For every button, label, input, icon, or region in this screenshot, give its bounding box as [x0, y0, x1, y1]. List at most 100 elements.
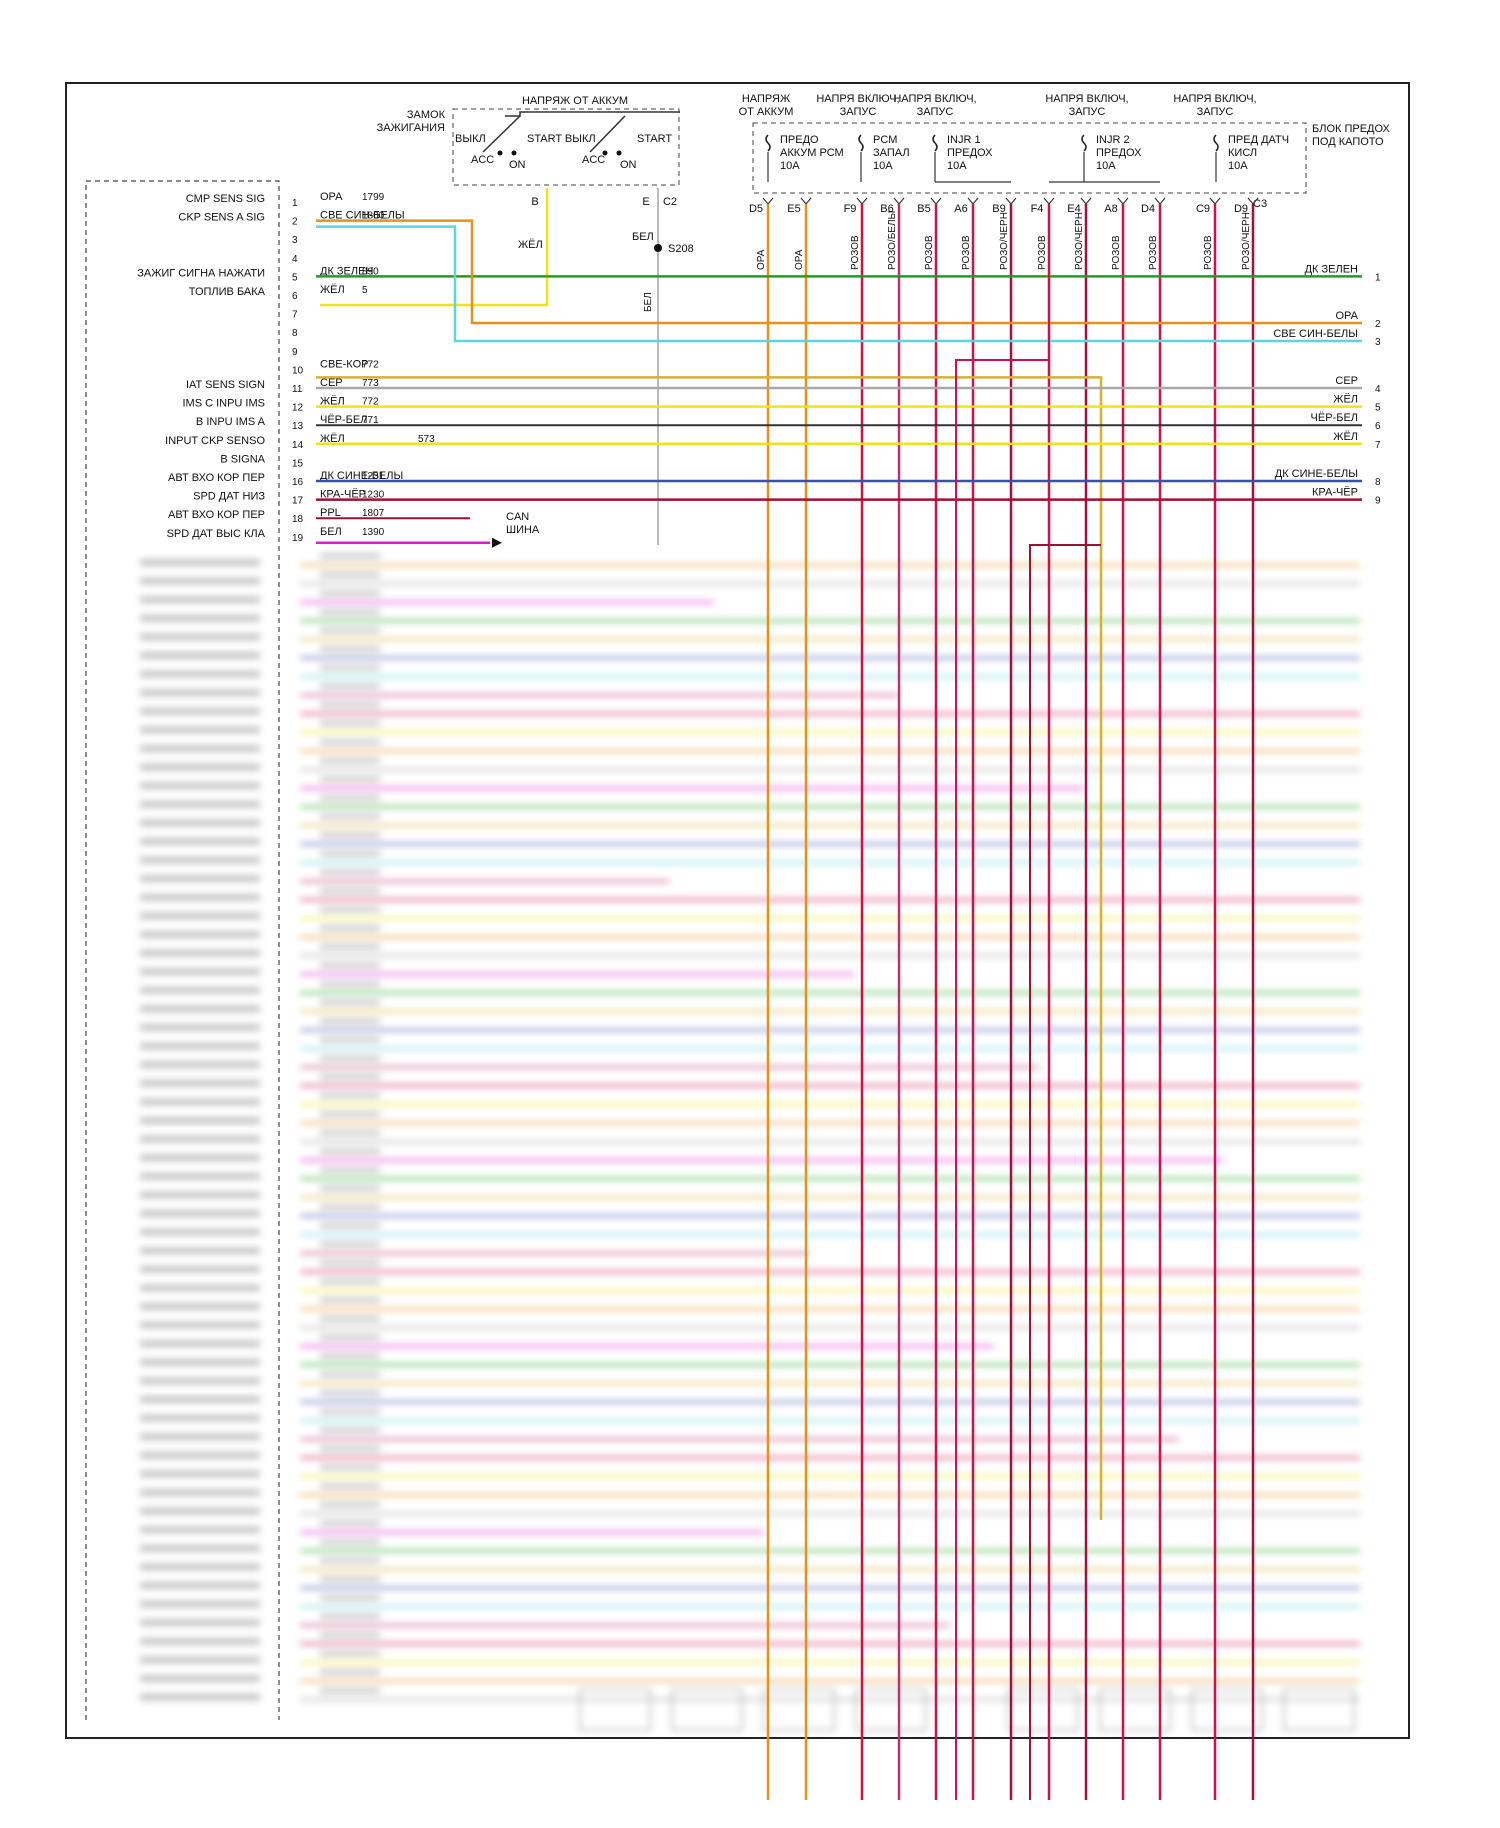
pcm-pin-function: CMP SENS SIG	[186, 193, 265, 205]
switch-contact	[482, 115, 521, 153]
switch-contact	[589, 115, 626, 153]
blurred-wire-label	[320, 608, 380, 615]
blurred-wire-label	[320, 1371, 380, 1378]
switch-pos-on-2: ON	[620, 159, 637, 171]
blurred-label	[140, 1079, 260, 1087]
blurred-wire-label	[320, 1241, 380, 1248]
blurred-connector	[671, 1689, 743, 1731]
right-output-label: ЖЁЛ	[1333, 431, 1358, 443]
pcm-circuit-number: 5	[362, 285, 368, 296]
pcm-circuit-number: 1390	[362, 527, 385, 538]
blurred-label	[140, 1024, 260, 1031]
fuse-header: НАПРЯ ВКЛЮЧ, ЗАПУС	[1045, 93, 1128, 118]
pin-connector-chevron	[1154, 197, 1166, 205]
blurred-label	[140, 986, 260, 994]
switch-terminal-dot	[497, 150, 503, 156]
pcm-circuit-number: 573	[418, 434, 435, 445]
pin-connector-chevron	[930, 197, 942, 205]
blurred-wire-label	[320, 1669, 380, 1675]
blurred-wire-label	[320, 1036, 380, 1043]
blurred-wire-label	[320, 1278, 380, 1285]
fuse-symbol	[932, 134, 938, 152]
blurred-wire-label	[320, 962, 380, 969]
blurred-label	[140, 1247, 260, 1255]
blurred-wire-label	[320, 925, 380, 931]
right-output-label: ДК ЗЕЛЕН	[1305, 263, 1358, 275]
blurred-wire-label	[320, 590, 380, 597]
blurred-label	[140, 1005, 260, 1013]
blurred-label	[140, 1210, 260, 1217]
blurred-label	[140, 689, 260, 697]
blurred-label	[140, 1228, 260, 1236]
blurred-wire-label	[320, 1576, 380, 1582]
right-output-pin: 1	[1375, 272, 1381, 283]
blurred-label	[140, 1582, 260, 1589]
pcm-pin-number: 3	[292, 235, 298, 246]
blurred-label	[140, 1433, 260, 1441]
pin-connector-chevron	[1117, 197, 1129, 205]
blurred-label	[140, 1061, 260, 1069]
blurred-connector	[1283, 1689, 1355, 1731]
white-wire-label-vertical: БЕЛ	[643, 292, 654, 312]
ignition-switch-box	[452, 108, 680, 186]
pin-connector-chevron	[893, 197, 905, 205]
blurred-label	[140, 726, 260, 734]
right-output-pin: 8	[1375, 477, 1381, 488]
fuse-header: НАПРЯ ВКЛЮЧ, ЗАПУС	[816, 93, 899, 118]
wire-orange	[316, 219, 1362, 325]
blurred-label	[140, 1340, 260, 1348]
blurred-label	[140, 912, 260, 920]
right-output-label: СВЕ СИН-БЕЛЫ	[1273, 328, 1358, 340]
blurred-wire-label	[320, 1557, 380, 1564]
fuse-pin-wire-label: РОЗОВ	[924, 235, 935, 270]
fuse-pin-wire-label: РОЗОВ	[850, 235, 861, 270]
blurred-label	[140, 1414, 260, 1422]
pcm-wire-color: СВЕ СИН-БЕЛЫ	[320, 210, 405, 222]
blurred-wire-label	[320, 1055, 380, 1062]
pin-connector-chevron	[1043, 197, 1055, 205]
fuse-pin-wire-label: РОЗО/БЕЛЫ	[887, 210, 898, 270]
blurred-label	[140, 819, 260, 827]
blurred-label	[140, 707, 260, 715]
blurred-wire-label	[320, 739, 380, 745]
fuse-label: ПРЕД ДАТЧ КИСЛ 10А	[1228, 134, 1289, 172]
blurred-wire-label	[320, 1631, 380, 1638]
pcm-pin-number: 15	[292, 458, 304, 469]
blurred-wire-label	[320, 1148, 380, 1155]
fuse-pin-wire-label: РОЗОВ	[1111, 235, 1122, 270]
blurred-wire-label	[320, 553, 380, 559]
blurred-label	[140, 1358, 260, 1366]
blurred-connector	[855, 1689, 927, 1731]
pcm-wire-color: PPL	[320, 507, 341, 519]
fuse-pin-label: A6	[954, 203, 967, 215]
pcm-wire-color: ОРА	[320, 191, 343, 203]
fuse-pin-label: B9	[992, 203, 1005, 215]
pcm-pin-function: АВТ ВХО КОР ПЕР	[168, 509, 265, 521]
pin-connector-chevron	[762, 197, 774, 205]
pcm-pin-function: ЗАЖИГ СИГНА НАЖАТИ	[137, 267, 265, 279]
fuse-pin-wire-label: ОРА	[794, 249, 805, 270]
blurred-wire-label	[320, 1520, 380, 1527]
blurred-label	[140, 559, 260, 566]
diagram-frame	[65, 82, 1410, 1739]
pcm-pin-number: 19	[292, 533, 304, 544]
right-output-label: СЕР	[1335, 375, 1358, 387]
blurred-label	[140, 1172, 260, 1180]
pcm-pin-function: SPD ДАТ НИЗ	[193, 491, 265, 503]
switch-pos-acc: ACC	[471, 154, 494, 166]
blurred-label	[140, 1619, 260, 1627]
pcm-pin-function: CKP SENS A SIG	[178, 212, 265, 224]
blurred-wire-label	[320, 1408, 380, 1415]
wire-light-brown	[316, 376, 1103, 1520]
pcm-pin-function: IAT SENS SIGN	[186, 379, 265, 391]
blurred-wire-label	[320, 1687, 380, 1694]
pcm-circuit-number: 1800	[362, 211, 385, 222]
pcm-pin-number: 17	[292, 496, 304, 507]
pcm-pin-number: 14	[292, 440, 304, 451]
blurred-wire-label	[320, 1390, 380, 1396]
blurred-label	[140, 1544, 260, 1552]
blurred-wire-label	[320, 701, 380, 708]
blurred-label	[140, 1600, 260, 1608]
fuse-pin-label: F4	[1031, 203, 1044, 215]
blurred-wire-label	[320, 1538, 380, 1545]
